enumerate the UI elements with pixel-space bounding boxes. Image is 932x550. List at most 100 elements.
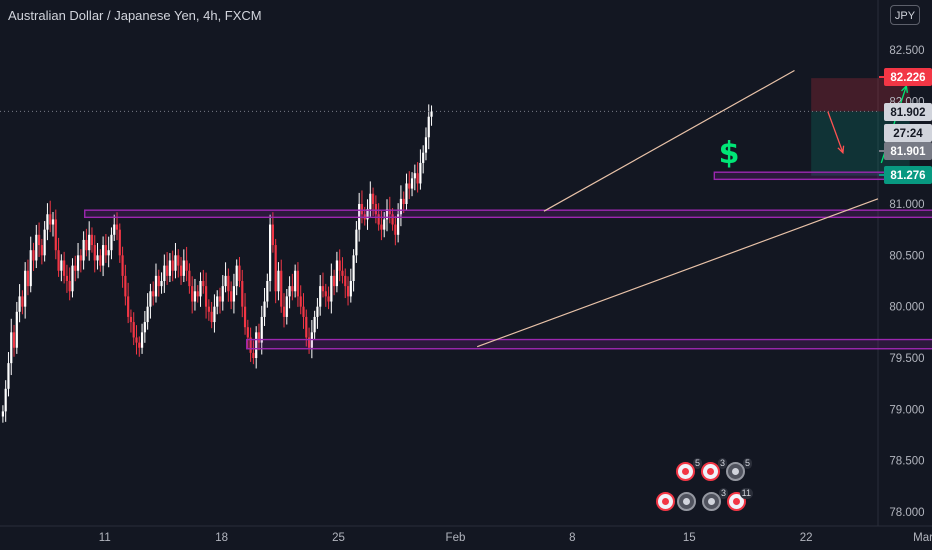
horizontal-zone[interactable] [246, 338, 932, 350]
price-label-text: 27:24 [893, 128, 923, 140]
candle-body [174, 255, 177, 271]
candle-body [177, 255, 180, 266]
candle-body [88, 234, 91, 251]
candle-body [163, 265, 166, 281]
candle-body [371, 193, 375, 204]
candle-countdown-label: 27:24 [884, 124, 932, 142]
candle-body [51, 219, 55, 225]
candle-body [344, 275, 347, 287]
candle-body [346, 286, 350, 297]
candle-body [210, 311, 213, 323]
candle-body [168, 260, 171, 276]
dividend-event-icon[interactable]: 5 [726, 458, 752, 481]
event-count: 5 [692, 458, 702, 469]
candle-body [32, 250, 35, 261]
economic-event-icon[interactable] [656, 492, 675, 511]
candle-body [138, 342, 141, 348]
currency-button[interactable]: JPY [890, 5, 920, 25]
candle-body [307, 337, 311, 348]
economic-event-icon[interactable]: 11 [727, 488, 753, 511]
candle-body [107, 250, 110, 256]
horizontal-zone[interactable] [84, 209, 932, 219]
candle-body [154, 275, 158, 297]
channel-trendline[interactable] [543, 70, 795, 212]
candle-body [193, 291, 197, 302]
time-tick-label: 18 [215, 532, 228, 544]
chart-title: Australian Dollar / Japanese Yen, 4h, FX… [8, 8, 262, 23]
candle-body [49, 214, 52, 225]
economic-event-icon[interactable]: 3 [701, 458, 727, 481]
candle-body [232, 286, 236, 302]
price-label-text: 81.901 [890, 146, 926, 158]
candle-body [199, 281, 202, 297]
price-labels: 82.226 81.902 27:24 81.901 81.276 [879, 68, 932, 184]
candle-body [299, 296, 302, 307]
candle-body [252, 352, 255, 358]
price-label-bg [884, 103, 932, 121]
stop-price-label: 82.226 [879, 68, 932, 86]
candle-body [274, 245, 277, 292]
candle-body [166, 265, 169, 276]
drawings[interactable]: $ [0, 70, 932, 350]
candle-body [255, 332, 258, 358]
price-tick-label: 78.000 [889, 507, 924, 519]
dividend-event-icon[interactable]: 3 [702, 488, 728, 511]
candle-body [374, 204, 377, 215]
time-axis[interactable]: 11 18 25 Feb 8 15 22 Mar [99, 532, 932, 544]
current-price-label: 81.902 [884, 103, 932, 121]
candle-body [419, 162, 422, 184]
candle-body [235, 265, 238, 287]
candle-body [129, 316, 133, 323]
candle-body [327, 296, 330, 302]
candle-body [246, 327, 249, 338]
candle-body [43, 229, 46, 256]
candle-body [68, 281, 71, 292]
candle-body [7, 363, 10, 389]
candle-body [213, 306, 216, 323]
candle-body [26, 270, 30, 287]
events-row-2: 3 11 [656, 488, 753, 511]
candle-body [182, 260, 185, 276]
price-label-bg [884, 124, 932, 142]
candle-body [202, 281, 205, 287]
candle-body [124, 275, 127, 297]
candle-body [149, 291, 152, 307]
channel-trendline[interactable] [476, 198, 879, 348]
time-tick-label: 15 [683, 532, 696, 544]
economic-event-icon[interactable]: 5 [676, 458, 702, 481]
candle-body [230, 291, 233, 302]
candle-body [60, 260, 63, 271]
candle-body [369, 193, 372, 210]
candle-body [143, 322, 146, 333]
candle-body [160, 281, 163, 287]
time-tick-label: Mar [913, 532, 932, 544]
candles [1, 104, 433, 423]
candle-body [313, 316, 316, 333]
candle-body [316, 306, 319, 317]
price-tick-label: 79.500 [889, 353, 924, 365]
candle-body [416, 173, 419, 184]
candle-body [90, 234, 94, 246]
candle-body [54, 219, 57, 251]
price-label-bg [884, 68, 932, 86]
candle-body [271, 224, 274, 246]
candle-body [71, 265, 74, 292]
candle-body [188, 270, 191, 287]
candle-body [355, 229, 358, 256]
price-tick-label: 81.000 [889, 199, 924, 211]
candle-body [302, 306, 305, 317]
candle-body [424, 137, 428, 153]
event-count: 3 [717, 458, 727, 469]
candle-body [171, 260, 174, 271]
arrow-down-icon[interactable] [827, 111, 845, 155]
candle-body [282, 306, 286, 317]
candle-body [352, 255, 355, 281]
candle-body [335, 260, 338, 287]
candle-body [29, 250, 32, 287]
price-axis[interactable]: 82.50082.00081.00080.50080.00079.50079.0… [889, 45, 924, 519]
candle-body [291, 286, 294, 292]
candle-body [113, 224, 116, 235]
candle-body [397, 214, 400, 235]
dividend-event-icon[interactable] [677, 492, 696, 511]
